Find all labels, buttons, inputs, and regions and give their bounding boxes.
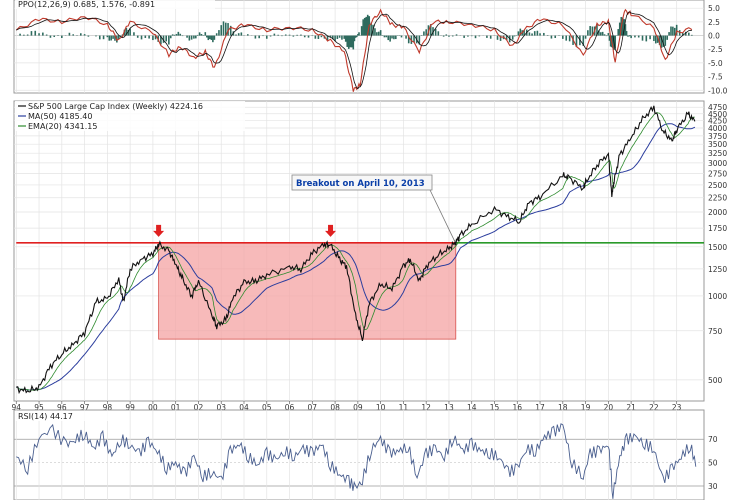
price-y-tick: 750 bbox=[708, 327, 723, 336]
x-tick-label: 22 bbox=[649, 403, 659, 412]
ppo-y-tick: -10.0 bbox=[708, 86, 728, 95]
rsi-legend-bg bbox=[15, 411, 115, 421]
x-tick-label: 94 bbox=[12, 403, 22, 412]
x-tick-label: 19 bbox=[581, 403, 591, 412]
x-axis-ticks: 94 95 96 97 98 99 00 01 02 03 04 05 06 07 08 09 10 11 12 13… bbox=[12, 401, 682, 412]
price-line bbox=[16, 105, 696, 395]
ppo-y-ticks: 5.0 2.5 0.0 -2.5 -5.0 -7.5 -10.0 bbox=[708, 4, 728, 95]
ppo-y-tick: -2.5 bbox=[708, 45, 723, 54]
ppo-legend-bg bbox=[15, 0, 215, 9]
price-legend: S&P 500 Large Cap Index (Weekly) 4224.16… bbox=[15, 101, 245, 131]
annotation-text: Breakout on April 10, 2013 bbox=[296, 179, 425, 189]
rsi-panel: RSI(14) 44.17 70 50 30 bbox=[13, 409, 718, 500]
x-tick-label: 17 bbox=[535, 403, 545, 412]
legend-ma: MA(50) 4185.40 bbox=[28, 112, 92, 121]
price-y-tick: 500 bbox=[708, 376, 723, 385]
price-y-tick: 3250 bbox=[708, 149, 727, 158]
ppo-frame bbox=[13, 0, 705, 94]
price-legend-bg bbox=[15, 101, 245, 131]
x-tick-label: 09 bbox=[353, 403, 363, 412]
ppo-signal-line bbox=[16, 11, 692, 90]
x-tick-label: 18 bbox=[558, 403, 568, 412]
x-tick-label: 03 bbox=[216, 403, 226, 412]
price-y-tick: 3500 bbox=[708, 140, 727, 149]
breakout-annotation: Breakout on April 10, 2013 bbox=[291, 174, 456, 243]
rsi-y-tick: 50 bbox=[708, 459, 718, 468]
ppo-y-tick: -5.0 bbox=[708, 59, 723, 68]
x-tick-label: 98 bbox=[103, 403, 113, 412]
price-y-tick: 1750 bbox=[708, 224, 727, 233]
ppo-panel: PPO(12,26,9) 0.685, 1.576, -0.891 5.0 2.5… bbox=[13, 0, 728, 95]
x-tick-label: 04 bbox=[239, 403, 249, 412]
ppo-y-tick: -7.5 bbox=[708, 73, 723, 82]
annotation-box bbox=[291, 174, 433, 191]
price-y-tick: 2000 bbox=[708, 208, 727, 217]
x-tick-label: 08 bbox=[330, 403, 340, 412]
x-tick-label: 01 bbox=[171, 403, 181, 412]
price-y-tick: 4250 bbox=[708, 117, 727, 126]
x-tick-label: 13 bbox=[444, 403, 454, 412]
price-y-tick: 1000 bbox=[708, 292, 727, 301]
rsi-legend: RSI(14) 44.17 bbox=[18, 412, 73, 421]
x-tick-label: 12 bbox=[421, 403, 431, 412]
x-tick-label: 23 bbox=[672, 403, 682, 412]
ppo-legend: PPO(12,26,9) 0.685, 1.576, -0.891 bbox=[18, 0, 155, 9]
price-y-tick: 1500 bbox=[708, 243, 727, 252]
ppo-y-tick: 2.5 bbox=[708, 18, 720, 27]
price-y-tick: 2250 bbox=[708, 194, 727, 203]
x-tick-label: 97 bbox=[80, 403, 90, 412]
x-tick-label: 14 bbox=[467, 403, 477, 412]
legend-main: S&P 500 Large Cap Index (Weekly) 4224.16 bbox=[28, 102, 203, 111]
ppo-line bbox=[15, 8, 693, 92]
x-tick-label: 95 bbox=[34, 403, 44, 412]
x-tick-label: 06 bbox=[285, 403, 295, 412]
rsi-y-ticks: 70 50 30 bbox=[708, 435, 718, 491]
peak-markers bbox=[153, 224, 337, 237]
price-y-tick: 4750 bbox=[708, 103, 727, 112]
x-tick-label: 02 bbox=[194, 403, 204, 412]
price-panel: Breakout on April 10, 2013 S&P 500 Large… bbox=[13, 100, 727, 402]
annotation-pointer bbox=[429, 189, 456, 243]
price-y-tick: 1250 bbox=[708, 265, 727, 274]
x-tick-label: 07 bbox=[308, 403, 318, 412]
x-tick-label: 05 bbox=[262, 403, 272, 412]
ppo-y-tick: 5.0 bbox=[708, 4, 720, 13]
rsi-frame bbox=[13, 409, 705, 500]
rsi-line bbox=[16, 423, 697, 499]
x-tick-label: 11 bbox=[399, 403, 409, 412]
x-tick-label: 21 bbox=[626, 403, 636, 412]
price-y-tick: 3750 bbox=[708, 132, 727, 141]
x-tick-label: 15 bbox=[490, 403, 500, 412]
ema20-line bbox=[16, 112, 695, 391]
x-tick-label: 20 bbox=[604, 403, 614, 412]
ppo-y-tick: 0.0 bbox=[708, 32, 720, 41]
price-y-tick: 4000 bbox=[708, 124, 727, 133]
price-y-tick: 2500 bbox=[708, 181, 727, 190]
x-tick-label: 00 bbox=[148, 403, 158, 412]
x-tick-label: 16 bbox=[512, 403, 522, 412]
price-y-tick: 3000 bbox=[708, 159, 727, 168]
rsi-y-tick: 30 bbox=[708, 482, 718, 491]
peak-marker-arrow bbox=[325, 224, 337, 237]
x-tick-label: 99 bbox=[125, 403, 135, 412]
legend-ema: EMA(20) 4341.15 bbox=[28, 122, 97, 131]
rsi-grid bbox=[14, 410, 704, 500]
rsi-y-tick: 70 bbox=[708, 435, 718, 444]
x-tick-label: 96 bbox=[57, 403, 67, 412]
price-y-tick: 4500 bbox=[708, 110, 727, 119]
price-y-tick: 2750 bbox=[708, 169, 727, 178]
peak-marker-arrow bbox=[153, 224, 165, 237]
ppo-histogram bbox=[19, 14, 693, 50]
ma50-line bbox=[16, 123, 696, 391]
x-tick-label: 10 bbox=[376, 403, 386, 412]
